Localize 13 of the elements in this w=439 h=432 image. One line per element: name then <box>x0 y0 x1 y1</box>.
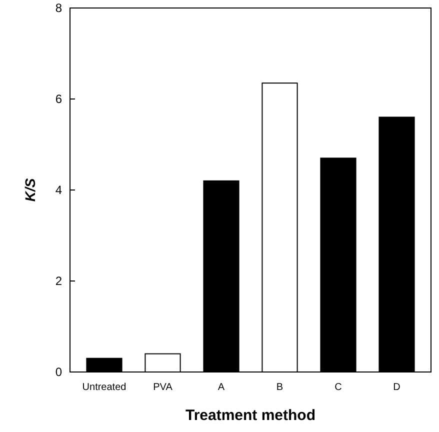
y-tick-label: 0 <box>55 365 62 380</box>
y-tick-label: 4 <box>55 183 62 198</box>
y-tick-label: 6 <box>55 92 62 106</box>
x-tick-label: C <box>334 382 342 393</box>
y-tick-label: 8 <box>55 1 62 16</box>
x-tick-label: B <box>276 382 284 393</box>
y-tick-label: 2 <box>55 274 62 288</box>
x-axis-title: Treatment method <box>185 407 316 424</box>
x-tick-label: A <box>218 382 225 393</box>
x-tick-label: D <box>393 382 400 393</box>
x-tick-label: Untreated <box>82 382 126 393</box>
y-axis-title: K/S <box>22 178 38 202</box>
x-tick-label: PVA <box>153 382 173 393</box>
